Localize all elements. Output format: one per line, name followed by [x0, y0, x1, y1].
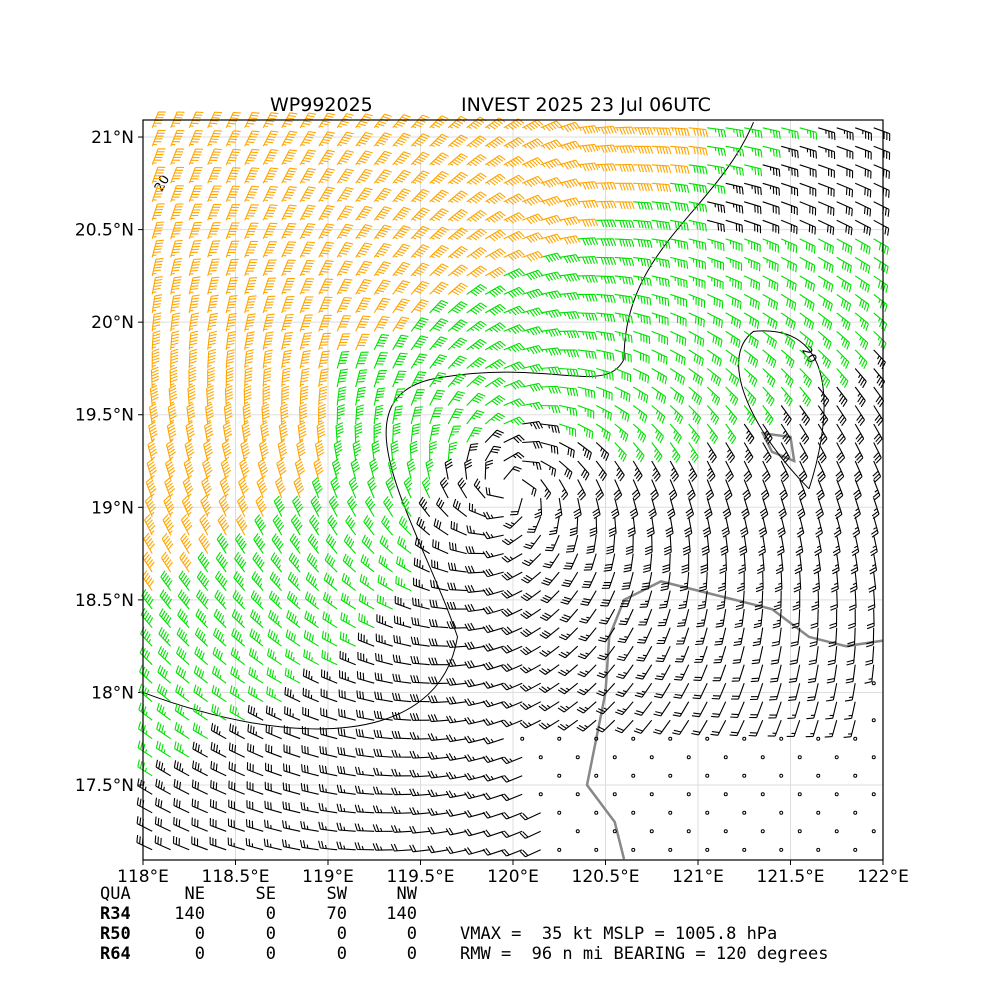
table-cell: R50	[100, 924, 131, 944]
y-tick-label: 19°N	[91, 498, 134, 518]
table-cell: R64	[100, 944, 131, 964]
table-cell: 140	[386, 904, 417, 924]
x-tick-label: 120.5°E	[572, 867, 640, 887]
calm-markers	[520, 681, 876, 852]
y-tick-label: 18.5°N	[75, 591, 134, 611]
table-header: SE	[256, 884, 276, 904]
table-header: QUA	[100, 884, 131, 904]
table-cell: 0	[195, 944, 205, 964]
y-tick-label: 20°N	[91, 313, 134, 333]
table-cell: 0	[407, 944, 417, 964]
table-cell: 140	[174, 904, 205, 924]
x-tick-label: 118°E	[117, 867, 169, 887]
plot-frame	[142, 119, 884, 861]
table-header: SW	[327, 884, 348, 904]
x-tick-label: 119°E	[302, 867, 354, 887]
y-tick-label: 20.5°N	[75, 221, 134, 241]
x-tick-label: 118.5°E	[202, 867, 270, 887]
table-cell: 70	[327, 904, 347, 924]
table-cell: 0	[337, 924, 347, 944]
title-right: INVEST 2025 23 Jul 06UTC	[461, 94, 711, 116]
table-cell: 0	[266, 924, 276, 944]
x-tick-label: 122°E	[857, 867, 909, 887]
table-cell: R34	[100, 904, 131, 924]
table-cell: 0	[266, 904, 276, 924]
table-cell: 0	[407, 924, 417, 944]
wind-barbs	[137, 127, 889, 777]
wind-barbs	[142, 111, 709, 591]
info-line: RMW = 96 n mi BEARING = 120 degrees	[460, 944, 828, 964]
wind-barbs	[136, 127, 891, 858]
info-line: VMAX = 35 kt MSLP = 1005.8 hPa	[460, 924, 777, 944]
x-tick-label: 121°E	[672, 867, 724, 887]
y-tick-label: 17.5°N	[75, 776, 134, 796]
table-cell: 0	[195, 924, 205, 944]
y-tick-label: 21°N	[91, 128, 134, 148]
table-cell: 0	[337, 944, 347, 964]
x-tick-label: 120°E	[487, 867, 539, 887]
title-left: WP992025	[270, 94, 373, 116]
coastline	[585, 580, 884, 860]
contour-label: 20	[798, 344, 819, 366]
contour	[738, 330, 825, 490]
x-tick-label: 121.5°E	[757, 867, 825, 887]
island	[760, 431, 796, 464]
y-tick-label: 19.5°N	[75, 406, 134, 426]
x-tick-label: 119.5°E	[387, 867, 455, 887]
table-cell: 0	[266, 944, 276, 964]
contour	[142, 122, 754, 730]
table-header: NE	[185, 884, 205, 904]
table-header: NW	[397, 884, 418, 904]
y-tick-label: 18°N	[91, 683, 134, 703]
